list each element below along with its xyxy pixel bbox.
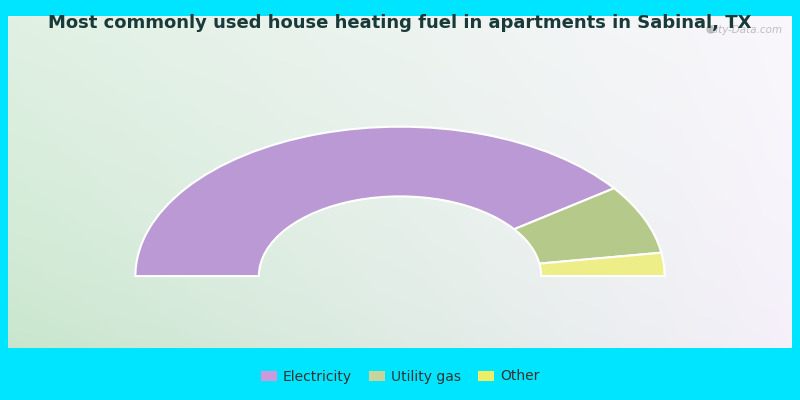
Wedge shape: [135, 127, 614, 276]
Text: City-Data.com: City-Data.com: [708, 25, 782, 35]
Text: Most commonly used house heating fuel in apartments in Sabinal, TX: Most commonly used house heating fuel in…: [48, 14, 752, 32]
Legend: Electricity, Utility gas, Other: Electricity, Utility gas, Other: [255, 364, 545, 389]
Wedge shape: [539, 253, 665, 276]
Wedge shape: [514, 188, 662, 264]
